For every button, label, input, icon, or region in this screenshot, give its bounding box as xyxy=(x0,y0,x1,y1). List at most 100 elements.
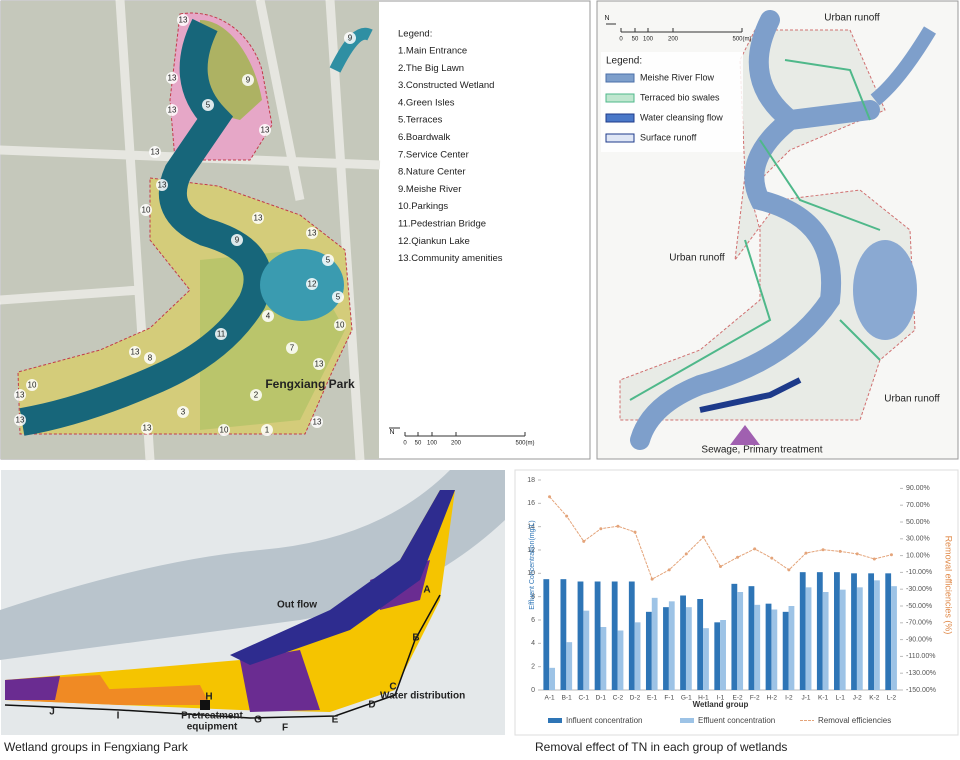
line-point xyxy=(872,557,876,561)
marker-label: 10 xyxy=(336,321,345,330)
legend-item: 8.Nature Center xyxy=(398,167,466,178)
line-point xyxy=(787,568,791,572)
legend-swatch xyxy=(605,133,635,143)
x-tick-label: K-2 xyxy=(869,695,880,702)
marker-label: 4 xyxy=(266,312,271,321)
group-label: H xyxy=(205,692,212,703)
y-tick-label: 14 xyxy=(527,524,535,531)
scale-label: 100 xyxy=(427,441,438,447)
bar xyxy=(748,586,755,690)
legend-item: 9.Meishe River xyxy=(398,184,461,195)
x-axis-label: Wetland group xyxy=(693,700,749,709)
marker-label: 11 xyxy=(217,330,226,339)
bar xyxy=(714,622,721,690)
line-point xyxy=(838,549,842,553)
legend-swatch xyxy=(680,718,694,723)
bar xyxy=(822,592,829,690)
marker-label: 8 xyxy=(148,354,153,363)
group-label: B xyxy=(412,633,419,644)
scale-label: 0 xyxy=(403,441,407,447)
legend-item: Removal efficiencies xyxy=(818,716,891,725)
y2-tick-label: 70.00% xyxy=(906,502,930,509)
legend-item: 12.Qiankun Lake xyxy=(398,236,470,247)
marker-label: 13 xyxy=(168,106,177,115)
line-point xyxy=(736,555,740,559)
marker-dot xyxy=(149,146,161,158)
wetland-band xyxy=(5,490,455,712)
river-flow xyxy=(630,10,880,450)
scale-label: 50 xyxy=(632,37,639,43)
marker-label: 5 xyxy=(336,293,341,302)
line-point xyxy=(753,547,757,551)
x-tick-label: E-1 xyxy=(647,695,658,702)
bar xyxy=(805,587,812,690)
line-point xyxy=(719,565,722,569)
line-point xyxy=(770,556,774,560)
river xyxy=(0,470,505,660)
legend-swatch xyxy=(605,93,635,103)
bar xyxy=(839,589,846,690)
bar xyxy=(731,583,738,690)
x-tick-label: J-1 xyxy=(801,695,810,702)
bar xyxy=(663,607,669,690)
x-tick-label: A-1 xyxy=(544,695,555,702)
bar xyxy=(856,587,863,690)
marker-dot xyxy=(215,328,227,340)
legend-item: 10.Parkings xyxy=(398,201,448,212)
bar xyxy=(765,603,772,690)
group-label: A xyxy=(423,585,430,596)
legend-item: 2.The Big Lawn xyxy=(398,63,464,74)
marker-dot xyxy=(286,342,298,354)
runoff-label: Urban runoff xyxy=(669,253,725,264)
bar xyxy=(577,581,584,690)
marker-label: 9 xyxy=(348,34,353,43)
marker-dot xyxy=(313,358,325,370)
marker-label: 13 xyxy=(254,214,263,223)
bar xyxy=(600,627,607,690)
line-point xyxy=(633,530,637,534)
scale-bar xyxy=(606,23,743,33)
groups-map xyxy=(0,470,505,735)
marker-label: 13 xyxy=(158,181,167,190)
x-tick-label: K-1 xyxy=(818,695,829,702)
line-point xyxy=(565,514,569,518)
marker-label: 13 xyxy=(16,416,25,425)
y2-tick-label: 10.00% xyxy=(906,552,930,559)
legend-title: Legend: xyxy=(606,56,642,67)
marker-dot xyxy=(166,104,178,116)
marker-dot xyxy=(129,346,141,358)
marker-dot xyxy=(26,379,38,391)
marker-dot xyxy=(140,204,152,216)
marker-dot xyxy=(332,291,344,303)
marker-dot xyxy=(166,72,178,84)
group-label: I xyxy=(117,711,120,722)
bar xyxy=(645,611,652,690)
marker-dot xyxy=(334,319,346,331)
line-point xyxy=(821,548,825,552)
marker-dot xyxy=(311,416,323,428)
bar xyxy=(737,592,744,690)
line-point xyxy=(889,553,893,557)
scale-label: 500(m) xyxy=(732,37,751,43)
lake xyxy=(853,240,917,340)
x-tick-label: D-2 xyxy=(630,695,641,702)
x-tick-label: H-1 xyxy=(698,695,709,702)
marker-label: 10 xyxy=(28,381,37,390)
marker-label: 13 xyxy=(315,360,324,369)
lake xyxy=(260,249,344,321)
y2-tick-label: -90.00% xyxy=(906,636,932,643)
bar xyxy=(680,595,686,690)
marker-dot xyxy=(202,99,214,111)
north-label: N xyxy=(604,15,609,22)
river-flow xyxy=(870,26,937,106)
y-tick-label: 12 xyxy=(527,547,535,554)
group-label: D xyxy=(368,700,375,711)
line-point xyxy=(667,568,671,572)
bar xyxy=(566,642,573,690)
line-point xyxy=(582,539,586,543)
line-point xyxy=(650,577,654,581)
marker-dot xyxy=(252,212,264,224)
wetland-band xyxy=(230,490,455,665)
legend-item: 1.Main Entrance xyxy=(398,46,467,57)
